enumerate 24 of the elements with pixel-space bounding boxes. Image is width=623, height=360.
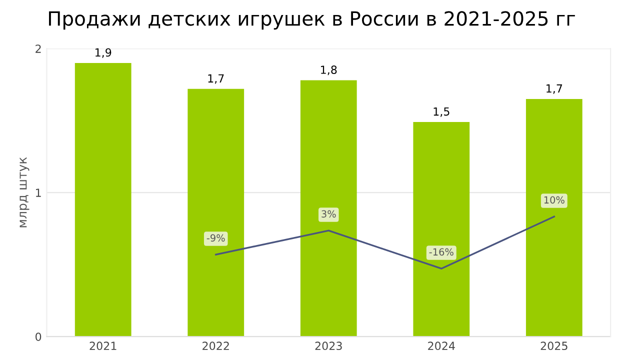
bar bbox=[300, 80, 357, 337]
chart-title: Продажи детских игрушек в России в 2021-2025 гг bbox=[49, 11, 575, 30]
data-label: 1,9 bbox=[95, 48, 112, 58]
x-tick-label: 2023 bbox=[315, 342, 342, 350]
data-label: 3% bbox=[322, 210, 336, 218]
bar bbox=[526, 99, 582, 337]
data-label: 1,7 bbox=[208, 74, 224, 84]
x-tick-label: 2022 bbox=[202, 342, 229, 350]
x-tick-label: 2025 bbox=[540, 342, 568, 350]
y-tick-label: 1 bbox=[36, 188, 41, 197]
bar bbox=[188, 88, 244, 337]
bar bbox=[74, 63, 132, 337]
data-label: 1,5 bbox=[434, 107, 450, 117]
y-axis-title: млрд штук bbox=[20, 157, 30, 228]
data-label: 1,8 bbox=[321, 66, 337, 76]
y-tick-label: 2 bbox=[36, 44, 41, 53]
data-label: -9% bbox=[206, 234, 225, 242]
data-label: -16% bbox=[429, 248, 454, 256]
data-label: 1,7 bbox=[546, 84, 562, 94]
data-label: 10% bbox=[544, 196, 564, 204]
y-tick-label: 0 bbox=[36, 332, 42, 341]
x-tick-label: 2021 bbox=[90, 342, 116, 350]
x-tick-label: 2024 bbox=[428, 342, 455, 350]
bar bbox=[413, 122, 470, 337]
